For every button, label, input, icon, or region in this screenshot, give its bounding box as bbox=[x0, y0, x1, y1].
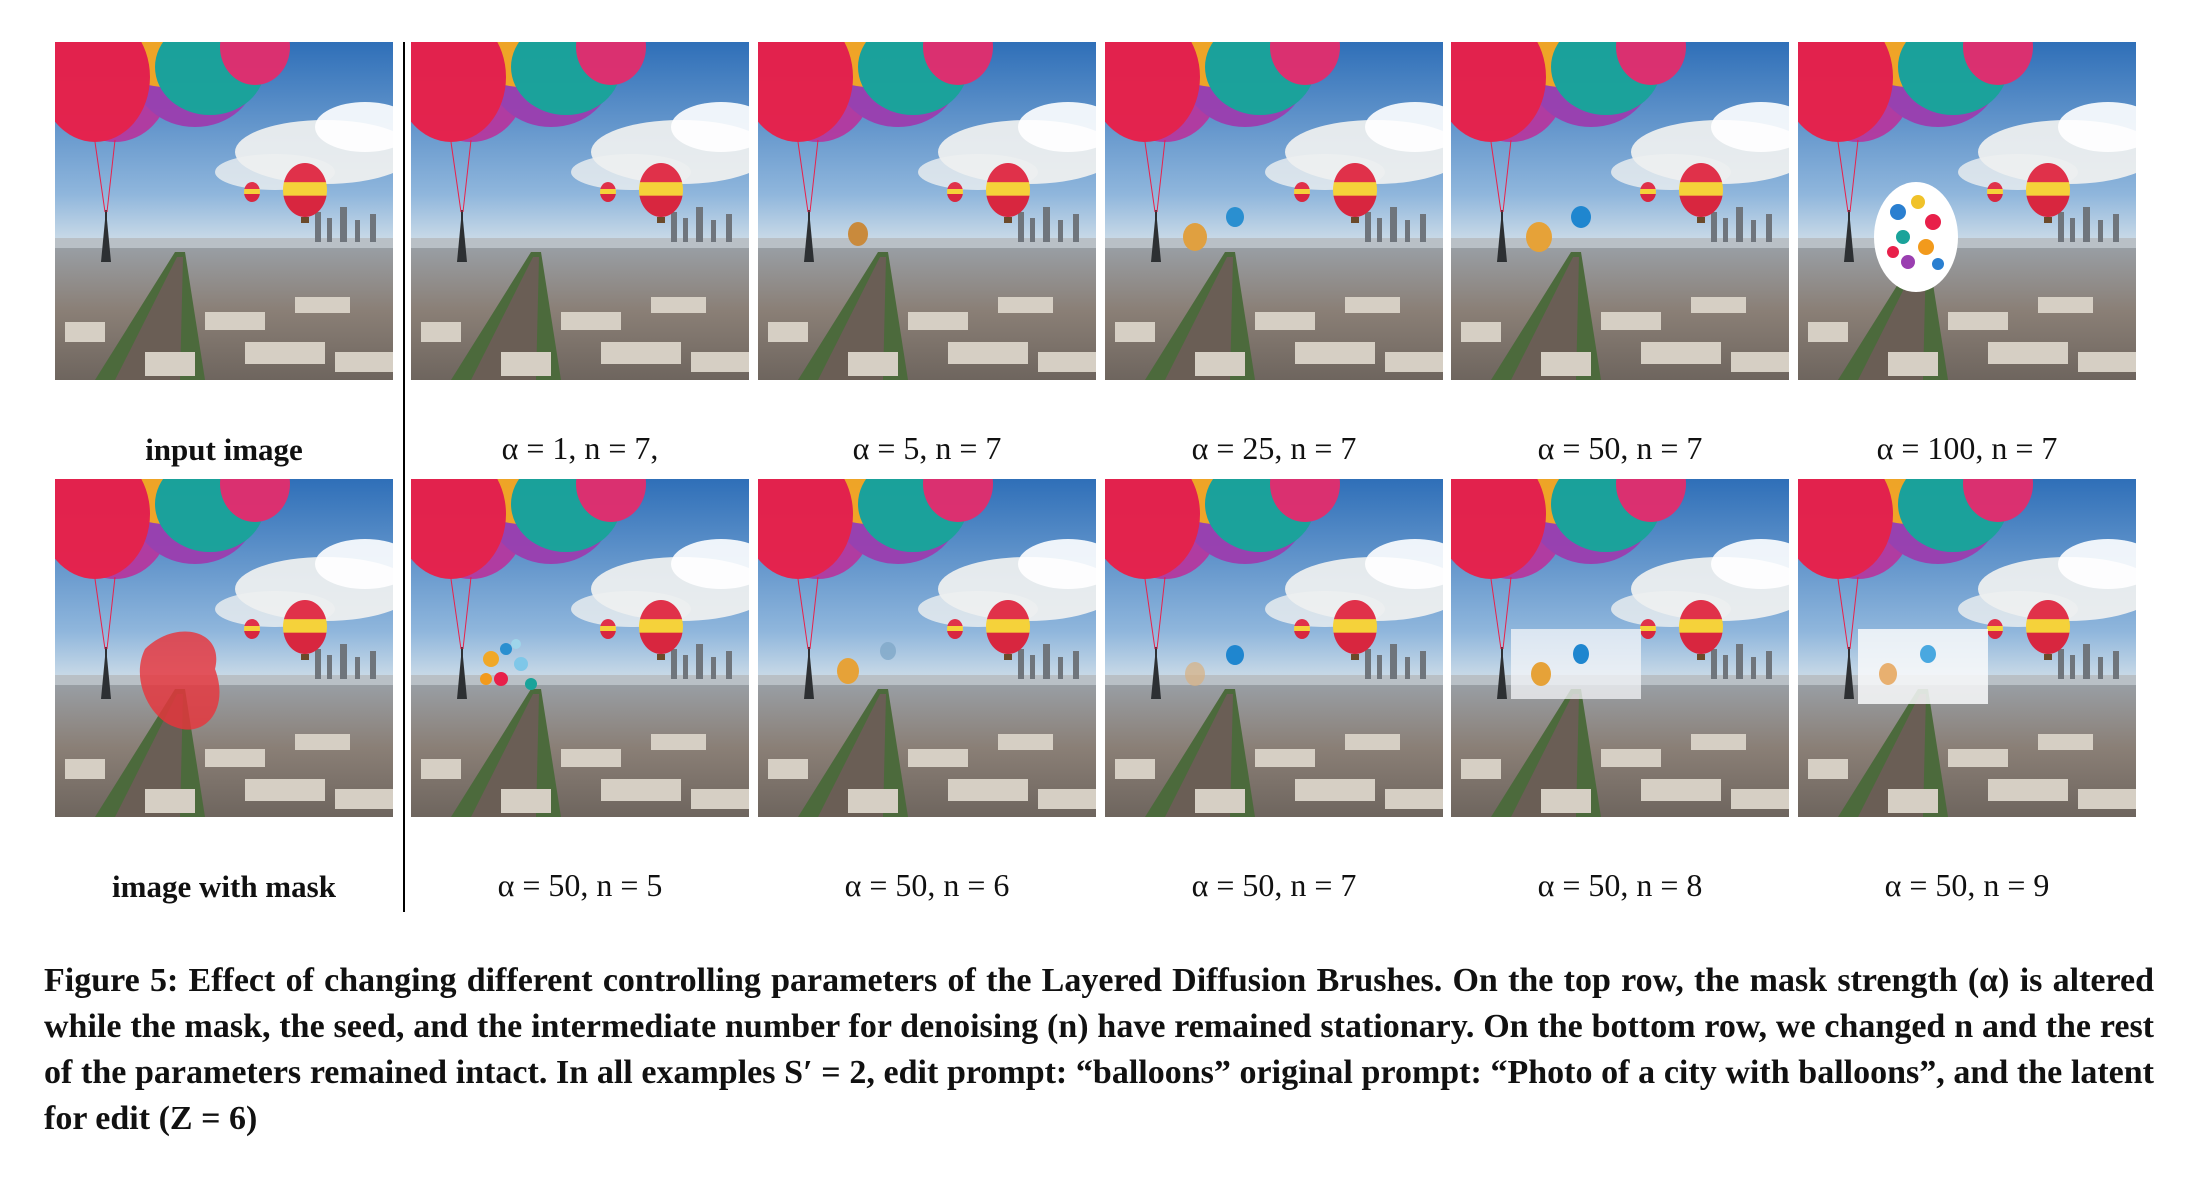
result-alpha-50-n-7-bottom bbox=[1105, 479, 1443, 817]
result-alpha-50-n-8 bbox=[1451, 479, 1789, 817]
label-alpha-50-n-8: α = 50, n = 8 bbox=[1537, 867, 1703, 903]
image-with-mask bbox=[55, 479, 393, 817]
label-alpha-50-n-7-bottom: α = 50, n = 7 bbox=[1191, 867, 1357, 903]
label-image-with-mask: image with mask bbox=[112, 869, 336, 904]
result-alpha-50-n-7 bbox=[1451, 42, 1789, 380]
result-alpha-100-n-7 bbox=[1798, 42, 2136, 380]
label-input-image: input image bbox=[145, 432, 303, 467]
column-divider bbox=[403, 42, 405, 912]
result-alpha-50-n-9 bbox=[1798, 479, 2136, 817]
result-alpha-1-n-7 bbox=[411, 42, 749, 380]
label-alpha-25-n-7: α = 25, n = 7 bbox=[1191, 430, 1357, 466]
label-alpha-50-n-5: α = 50, n = 5 bbox=[497, 867, 663, 903]
result-alpha-50-n-6 bbox=[758, 479, 1096, 817]
label-alpha-50-n-6: α = 50, n = 6 bbox=[844, 867, 1010, 903]
result-alpha-25-n-7 bbox=[1105, 42, 1443, 380]
result-alpha-5-n-7 bbox=[758, 42, 1096, 380]
label-alpha-5-n-7: α = 5, n = 7 bbox=[852, 430, 1002, 466]
label-alpha-1-n-7: α = 1, n = 7, bbox=[501, 430, 659, 466]
label-alpha-100-n-7: α = 100, n = 7 bbox=[1876, 430, 2058, 466]
figure-5: input image α = 1, n = 7, α = 5, n = 7 α… bbox=[55, 42, 2136, 912]
label-alpha-50-n-7: α = 50, n = 7 bbox=[1537, 430, 1703, 466]
figure-caption: Figure 5: Effect of changing different c… bbox=[44, 962, 2154, 1137]
input-image bbox=[55, 42, 393, 380]
label-alpha-50-n-9: α = 50, n = 9 bbox=[1884, 867, 2050, 903]
result-alpha-50-n-5 bbox=[411, 479, 749, 817]
